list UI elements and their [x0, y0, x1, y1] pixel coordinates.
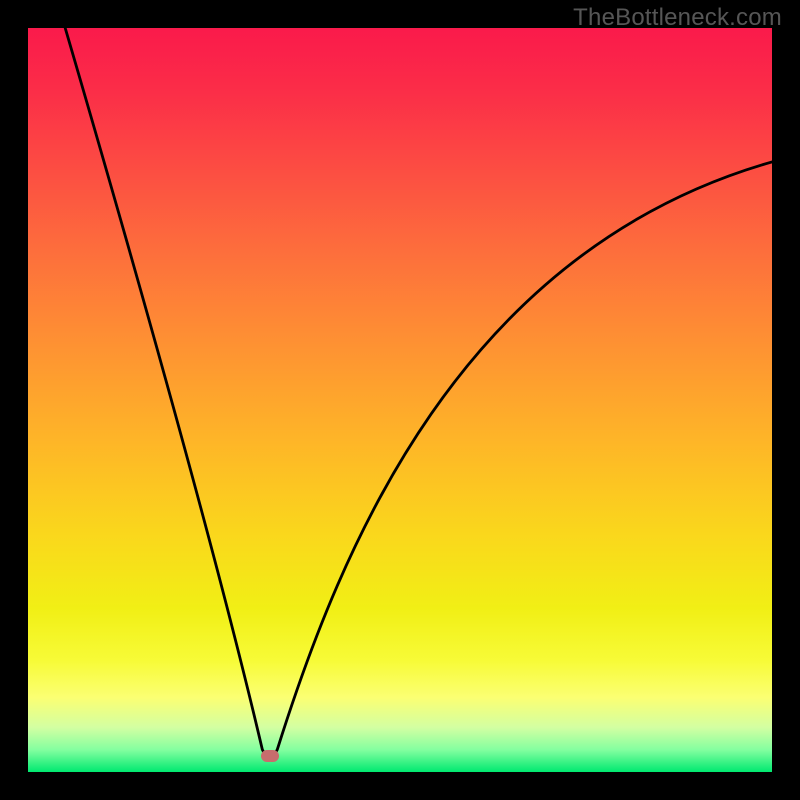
vertex-marker	[261, 750, 279, 762]
chart-plot-area	[28, 28, 772, 772]
bottleneck-curve	[28, 28, 772, 772]
chart-frame: TheBottleneck.com	[0, 0, 800, 800]
